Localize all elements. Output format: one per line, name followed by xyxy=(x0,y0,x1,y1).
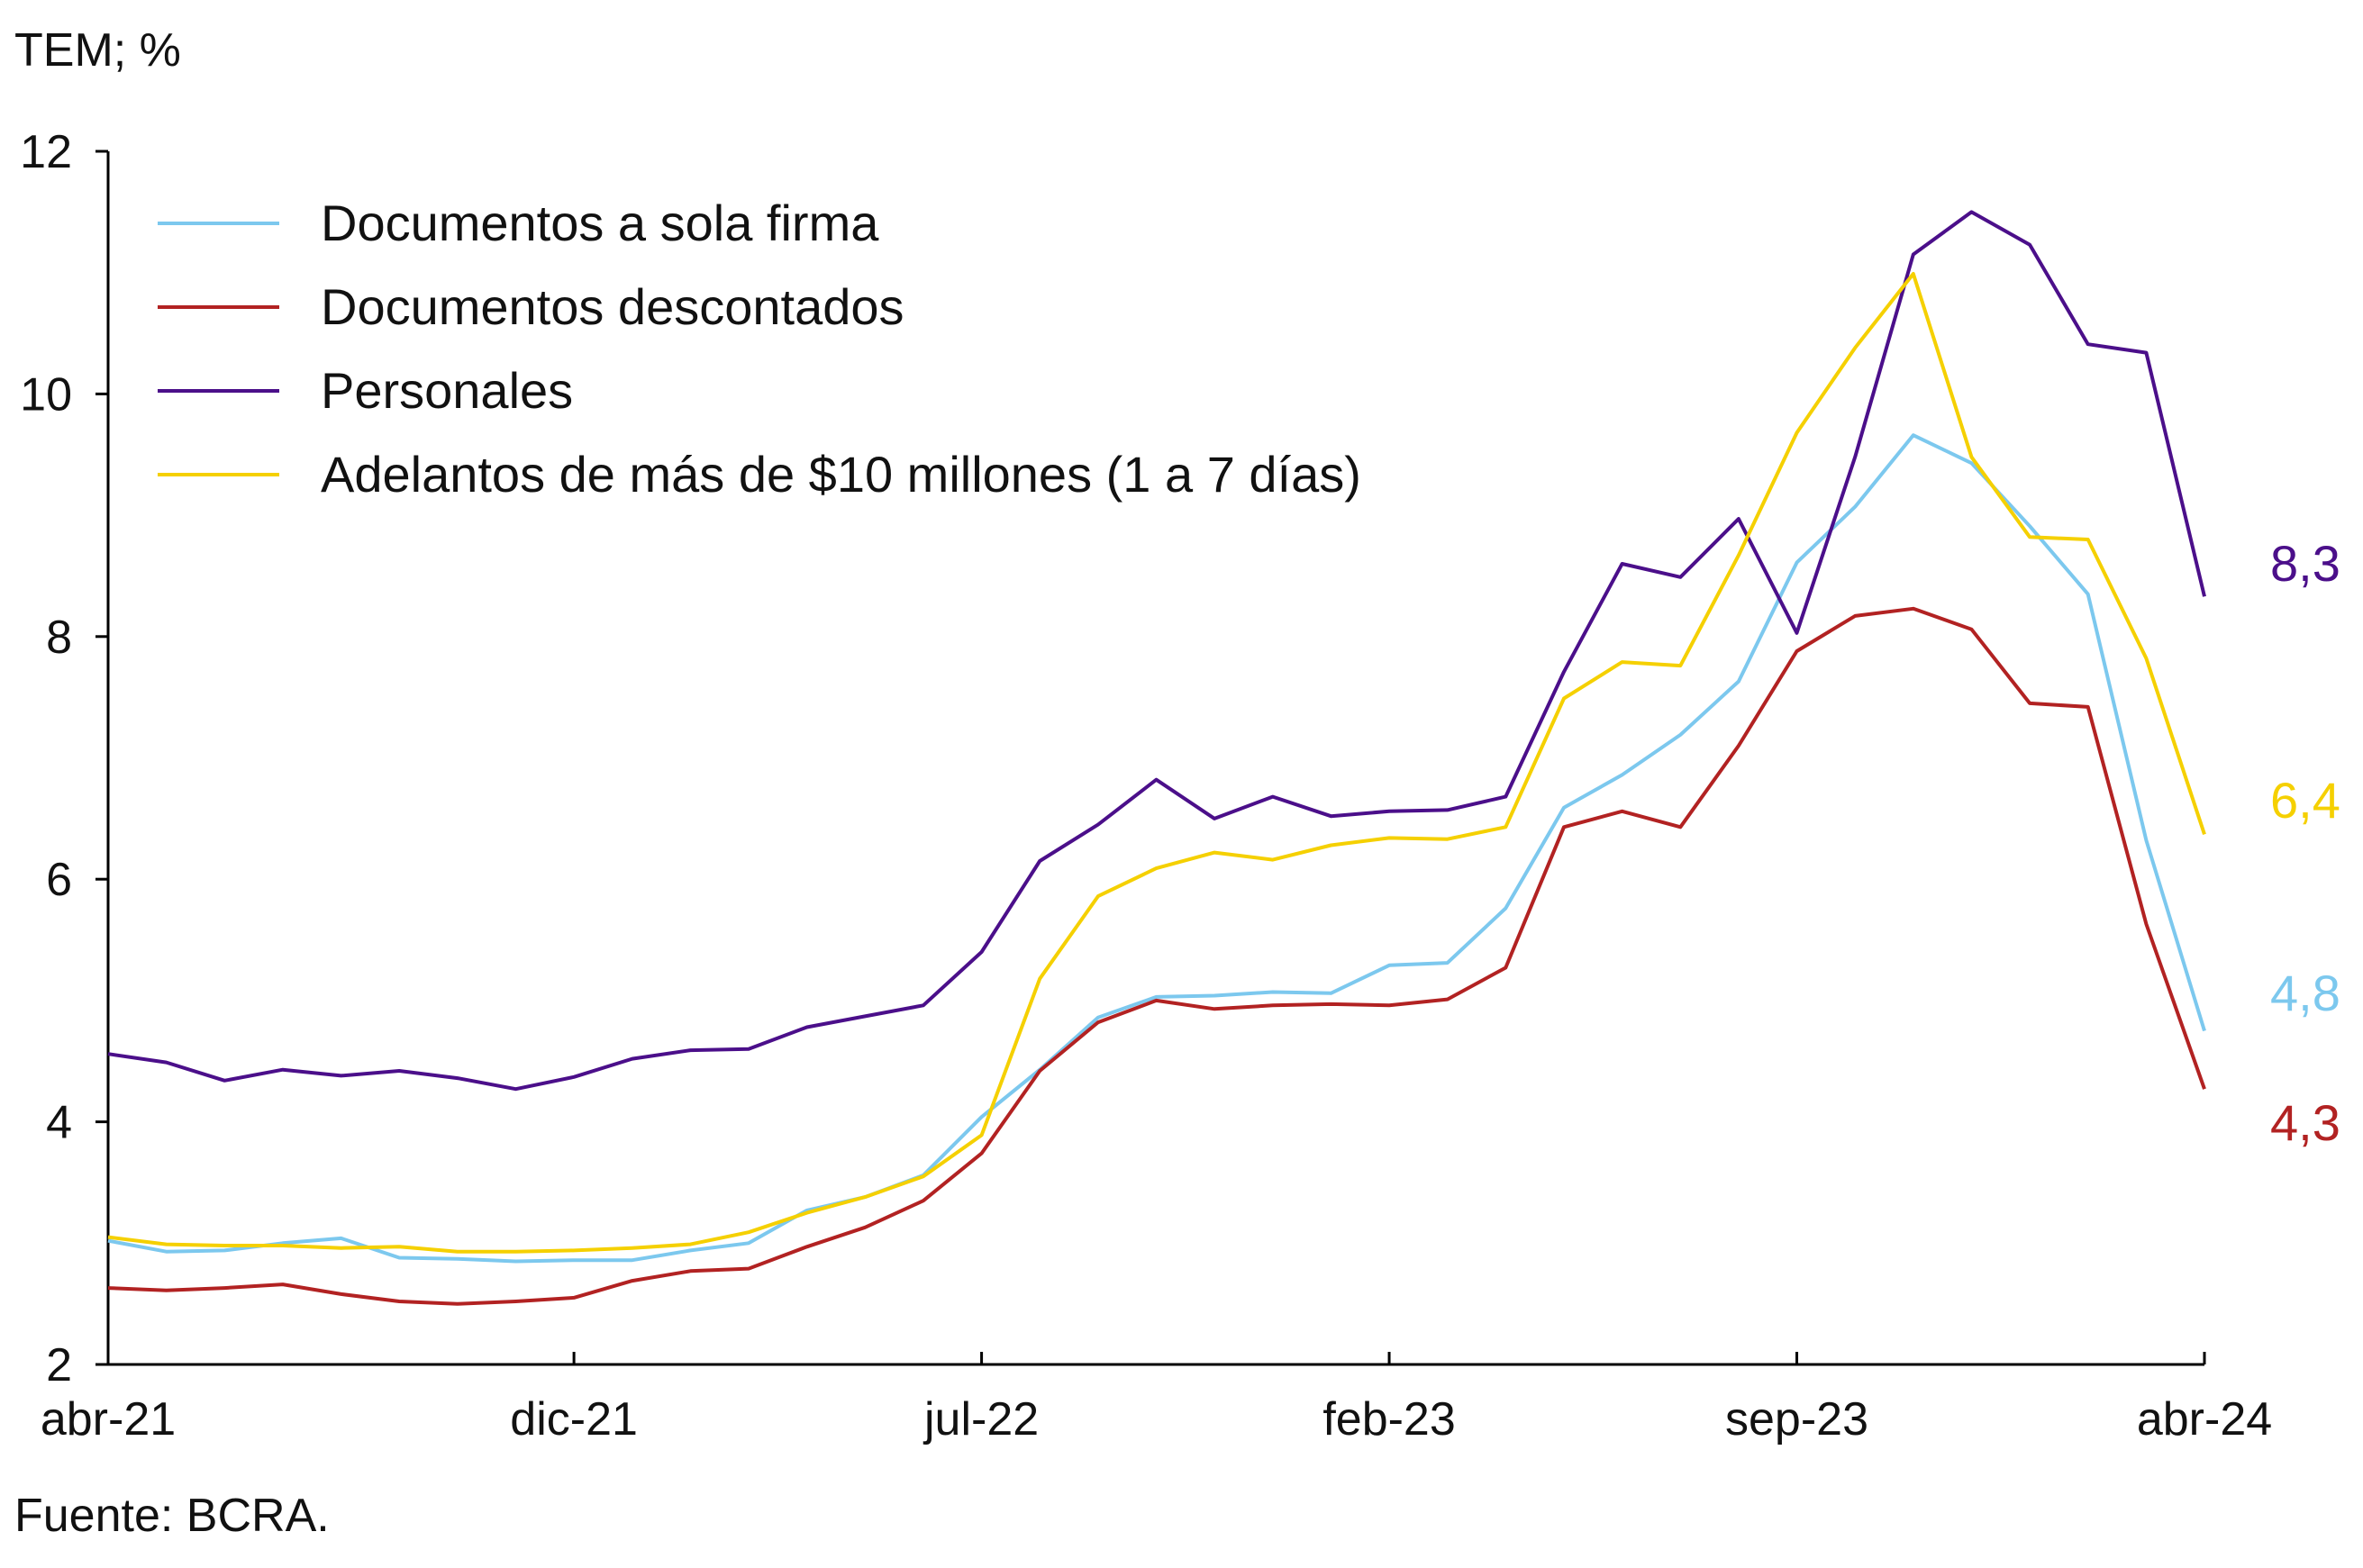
x-tick-label: abr-24 xyxy=(2137,1393,2272,1446)
series-end-label: 4,8 xyxy=(2270,965,2340,1021)
axis-ticks: 2 4 6 8 10 12 abr-21 dic-21 jul-22 feb-23 sep-23 ab… xyxy=(20,126,2272,1446)
y-tick-label: 10 xyxy=(20,368,72,421)
y-tick-label: 6 xyxy=(46,854,72,906)
series-line xyxy=(107,606,2206,1306)
series-line xyxy=(107,210,2206,1092)
y-tick-label: 8 xyxy=(46,612,72,664)
y-tick-label: 2 xyxy=(46,1339,72,1391)
x-tick-label: dic-21 xyxy=(510,1393,638,1446)
source-note: Fuente: BCRA. xyxy=(14,1490,330,1542)
series-line xyxy=(107,433,2206,1264)
x-tick-label: feb-23 xyxy=(1322,1393,1455,1446)
x-tick-label: sep-23 xyxy=(1725,1393,1868,1446)
y-tick-label: 4 xyxy=(46,1097,72,1149)
y-tick-label: 12 xyxy=(20,126,72,178)
legend: Documentos a sola firma Documentos descon… xyxy=(158,195,1361,503)
series-end-label: 8,3 xyxy=(2270,535,2340,592)
series-end-label: 4,3 xyxy=(2270,1094,2340,1151)
end-labels: 4,8 4,3 8,3 6,4 xyxy=(2270,535,2340,1151)
legend-entry-label: Personales xyxy=(321,362,573,419)
legend-entry-label: Documentos descontados xyxy=(321,278,904,335)
series-end-label: 6,4 xyxy=(2270,772,2340,829)
legend-entry-label: Documentos a sola firma xyxy=(321,195,879,251)
axes xyxy=(106,151,2204,1366)
x-tick-label: jul-22 xyxy=(922,1393,1039,1446)
series-line xyxy=(107,272,2206,1254)
legend-entry-label: Adelantos de más de $10 millones (1 a 7 … xyxy=(321,446,1361,503)
y-axis-label: TEM; % xyxy=(14,24,181,77)
x-tick-label: abr-21 xyxy=(41,1393,176,1446)
series-lines xyxy=(107,210,2206,1306)
